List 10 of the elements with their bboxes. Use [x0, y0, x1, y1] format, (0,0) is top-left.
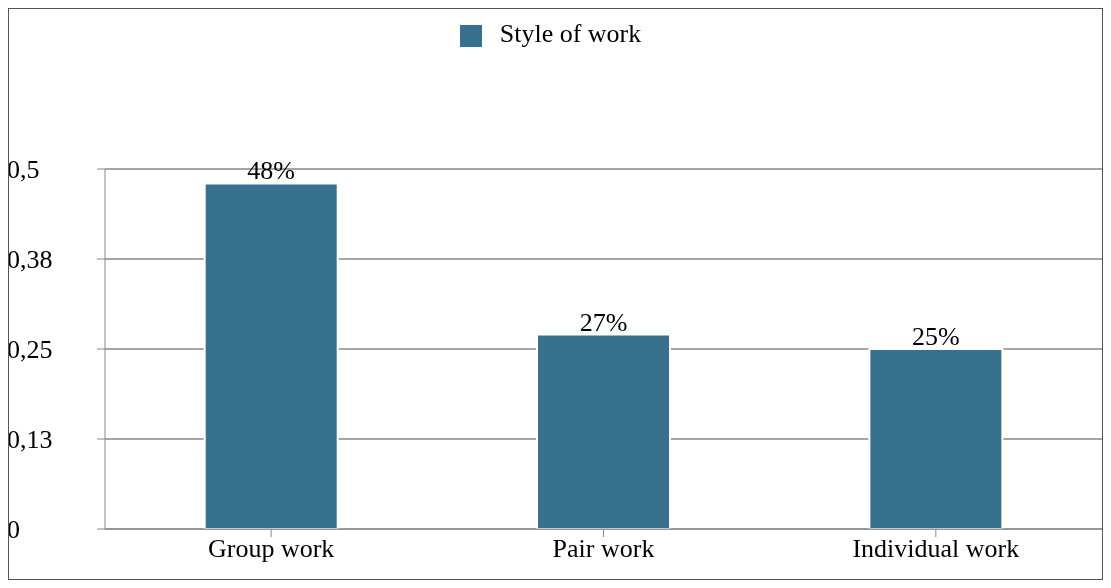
x-tick-label: Group work: [207, 534, 335, 564]
x-tick-label: Pair work: [552, 534, 655, 564]
bar: [868, 348, 1004, 529]
bar: [203, 182, 339, 529]
data-label: 48%: [247, 156, 296, 186]
x-tick-label: Individual work: [852, 534, 1020, 564]
data-label: 25%: [912, 322, 960, 351]
legend-label: Style of work: [499, 19, 642, 48]
data-label: 27%: [579, 307, 628, 337]
bar: [536, 333, 672, 529]
